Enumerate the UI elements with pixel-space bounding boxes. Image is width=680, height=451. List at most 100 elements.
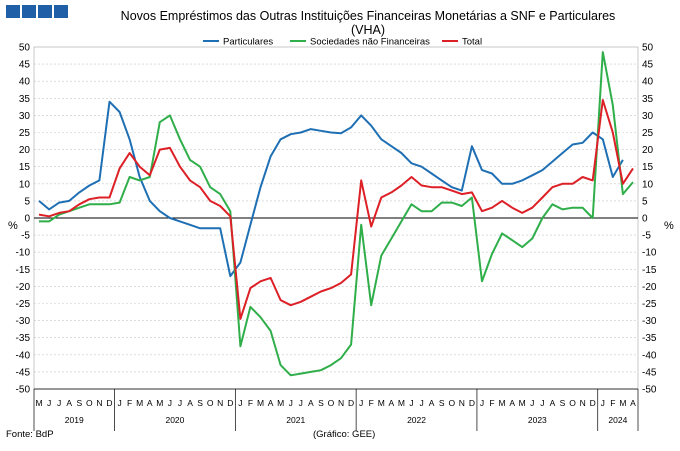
x-tick-label: D — [227, 398, 233, 408]
x-tick-label: M — [378, 398, 385, 408]
x-tick-label: S — [439, 398, 445, 408]
x-tick-label: F — [369, 398, 374, 408]
year-label: 2019 — [65, 415, 84, 425]
y-tick-label-right: 20 — [642, 145, 654, 156]
chart-title: Novos Empréstimos das Outras Instituiçõe… — [121, 9, 616, 23]
x-tick-label: O — [569, 398, 576, 408]
logo-block — [54, 5, 68, 18]
x-tick-label: J — [289, 398, 293, 408]
x-tick-label: A — [308, 398, 314, 408]
logo-block — [22, 5, 36, 18]
y-tick-label-left: -5 — [21, 231, 30, 242]
x-tick-label: M — [156, 398, 163, 408]
x-tick-label: S — [76, 398, 82, 408]
x-tick-label: O — [207, 398, 214, 408]
y-tick-label-right: 50 — [642, 43, 654, 54]
chart-legend: Particulares Sociedades não Financeiras To… — [203, 37, 482, 48]
y-tick-label-left: -10 — [16, 248, 31, 259]
legend-label: Sociedades não Financeiras — [310, 37, 430, 48]
x-tick-label: S — [318, 398, 324, 408]
x-tick-label: O — [448, 398, 455, 408]
x-tick-label: J — [47, 398, 51, 408]
x-tick-label: J — [178, 398, 182, 408]
legend-label: Total — [462, 37, 482, 48]
x-tick-label: A — [268, 398, 274, 408]
x-tick-label: J — [530, 398, 534, 408]
x-tick-label: M — [257, 398, 264, 408]
logo-block — [6, 5, 20, 18]
y-tick-label-left: -50 — [16, 385, 31, 396]
logo-block — [38, 5, 52, 18]
x-tick-label: A — [509, 398, 515, 408]
year-label: 2021 — [286, 415, 305, 425]
y-tick-label-right: 5 — [642, 196, 648, 207]
y-tick-label-right: 25 — [642, 128, 654, 139]
series-line-total — [38, 99, 634, 320]
y-tick-label-right: 30 — [642, 111, 654, 122]
y-tick-label-right: 10 — [642, 179, 654, 190]
y-tick-label-right: -20 — [642, 282, 657, 293]
x-tick-label: F — [610, 398, 615, 408]
x-tick-label: A — [66, 398, 72, 408]
x-tick-label: A — [147, 398, 153, 408]
x-tick-label: M — [519, 398, 526, 408]
year-label: 2020 — [165, 415, 184, 425]
x-tick-label: N — [96, 398, 102, 408]
y-tick-label-left: -20 — [16, 282, 31, 293]
gridlines — [33, 46, 639, 390]
x-tick-label: O — [328, 398, 335, 408]
legend-label: Particulares — [223, 37, 273, 48]
x-tick-label: J — [480, 398, 484, 408]
x-tick-label: D — [106, 398, 112, 408]
x-tick-label: J — [117, 398, 121, 408]
x-tick-label: F — [489, 398, 494, 408]
x-tick-label: J — [359, 398, 363, 408]
chart-subtitle: (VHA) — [351, 23, 385, 37]
y-tick-label-left: 45 — [19, 60, 31, 71]
y-tick-label-left: -45 — [16, 367, 31, 378]
series-line-sociedades-nao-financeiras — [39, 51, 634, 377]
y-tick-label-right: 0 — [642, 214, 648, 225]
year-label: 2023 — [528, 415, 547, 425]
x-tick-label: D — [469, 398, 475, 408]
x-tick-label: A — [630, 398, 636, 408]
y-tick-label-left: 5 — [24, 196, 30, 207]
series-lines — [38, 51, 634, 377]
y-tick-label-right: 40 — [642, 77, 654, 88]
y-tick-label-left: 10 — [19, 179, 31, 190]
y-tick-label-right: -15 — [642, 265, 657, 276]
x-tick-label: M — [398, 398, 405, 408]
x-tick-label: J — [540, 398, 544, 408]
y-tick-label-left: -35 — [16, 333, 31, 344]
y-tick-label-right: -25 — [642, 299, 657, 310]
x-tick-label: N — [217, 398, 223, 408]
y-tick-label-right: 15 — [642, 162, 654, 173]
x-tick-label: O — [86, 398, 93, 408]
x-tick-label: M — [136, 398, 143, 408]
y-tick-label-right: -40 — [642, 350, 657, 361]
series-line-particulares — [38, 100, 624, 278]
y-tick-label-left: 50 — [19, 43, 31, 54]
y-tick-label-left: -25 — [16, 299, 31, 310]
x-tick-label: M — [277, 398, 284, 408]
x-tick-label: J — [299, 398, 303, 408]
x-tick-label: J — [601, 398, 605, 408]
year-label: 2024 — [608, 415, 627, 425]
y-axis-label-left: % — [8, 220, 18, 232]
x-tick-label: F — [127, 398, 132, 408]
y-tick-label-left: -15 — [16, 265, 31, 276]
source-note: Fonte: BdP — [6, 429, 54, 440]
y-tick-label-left: 30 — [19, 111, 31, 122]
x-tick-label: A — [550, 398, 556, 408]
x-tick-label: M — [619, 398, 626, 408]
y-tick-label-left: 15 — [19, 162, 31, 173]
x-tick-label: S — [197, 398, 203, 408]
publisher-logo — [6, 5, 68, 18]
x-tick-label: F — [248, 398, 253, 408]
x-tick-label: S — [560, 398, 566, 408]
x-tick-label: J — [168, 398, 172, 408]
y-axis-left: -50-45-40-35-30-25-20-15-10-505101520253… — [16, 43, 31, 396]
y-tick-label-left: 20 — [19, 145, 31, 156]
x-tick-label: J — [409, 398, 413, 408]
